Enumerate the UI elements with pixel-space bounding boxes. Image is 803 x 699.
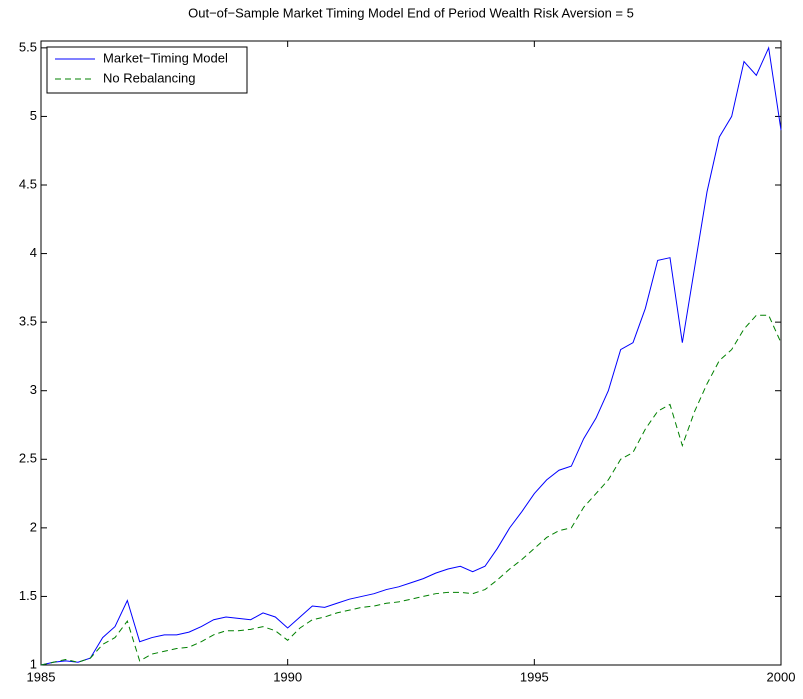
y-tick-label: 5: [30, 108, 37, 123]
x-tick-label: 2000: [767, 669, 796, 684]
x-tick-label: 1985: [27, 669, 56, 684]
chart-title: Out−of−Sample Market Timing Model End of…: [188, 5, 634, 20]
legend-box: [46, 46, 248, 94]
y-tick-label: 4.5: [19, 176, 37, 191]
series-line: [40, 46, 782, 666]
y-tick-label: 3.5: [19, 314, 37, 329]
legend-label: Market−Timing Model: [103, 50, 228, 65]
y-tick-label: 4: [30, 245, 37, 260]
legend-label: No Rebalancing: [103, 70, 196, 85]
y-tick-label: 3: [30, 382, 37, 397]
x-tick-label: 1990: [273, 669, 302, 684]
y-tick-label: 2: [30, 519, 37, 534]
series-line: [40, 314, 782, 666]
y-tick-label: 5.5: [19, 39, 37, 54]
y-tick-label: 2.5: [19, 451, 37, 466]
axes-box: [40, 40, 782, 666]
x-tick-label: 1995: [520, 669, 549, 684]
y-tick-label: 1: [30, 656, 37, 671]
y-tick-label: 1.5: [19, 588, 37, 603]
